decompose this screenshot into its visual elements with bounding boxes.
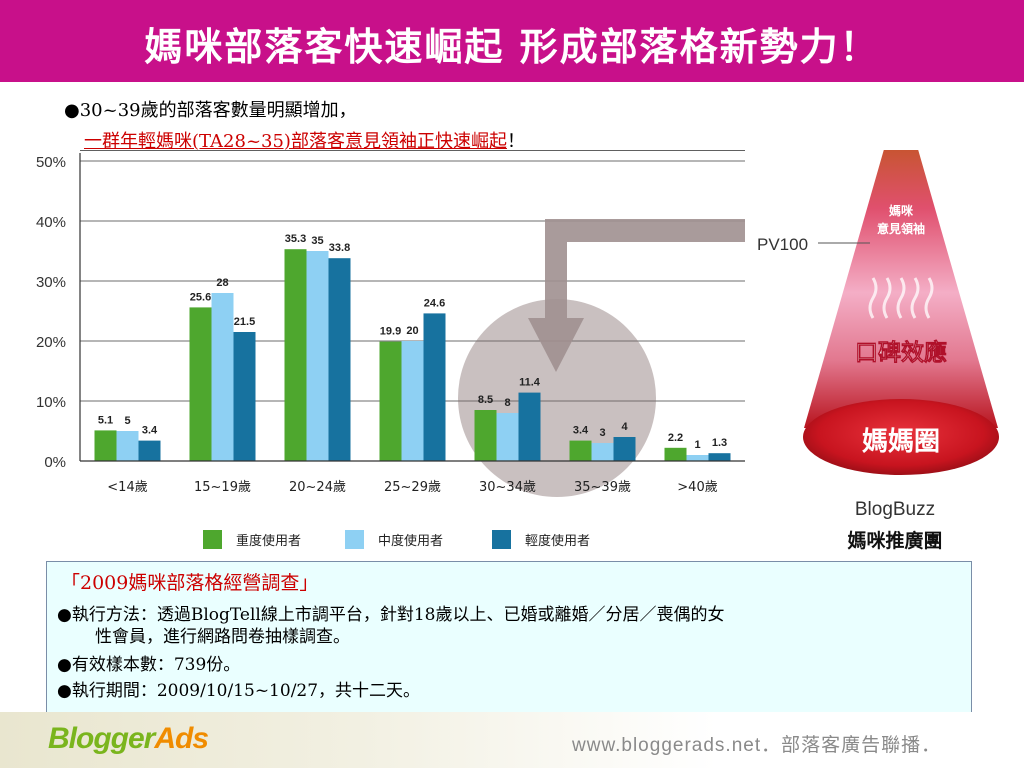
data-label: 4 — [621, 421, 628, 433]
pyramid-top-label-1: 媽咪 — [888, 203, 914, 218]
bar — [423, 313, 446, 461]
y-tick-label: 40% — [36, 214, 66, 231]
bar — [284, 249, 307, 461]
legend-swatch — [492, 530, 511, 549]
data-label: 19.9 — [380, 326, 401, 338]
chart-area: 5.1 5 3.4 25.6 28 21.5 35.3 35 33.8 19.9 20 24.6 8.5… — [36, 150, 999, 552]
legend-swatch — [345, 530, 364, 549]
bar — [591, 443, 614, 461]
bar — [328, 258, 351, 461]
title-bar: 媽咪部落客快速崛起 形成部落格新勢力！ — [0, 0, 1024, 82]
bar — [379, 341, 402, 461]
legend-swatch — [203, 530, 222, 549]
survey-info-box: 「2009媽咪部落格經營調查」 ●執行方法：透過BlogTell線上市調平台，針… — [46, 561, 972, 713]
x-tick-label: 30~34歲 — [479, 480, 536, 495]
data-label: 24.6 — [424, 297, 445, 309]
data-label: 3.4 — [142, 425, 158, 437]
data-label: 35.3 — [285, 233, 306, 245]
bar — [569, 440, 592, 461]
footer: BloggerAds www.bloggerads.net．部落客廣告聯播． — [0, 712, 1024, 768]
x-tick-label: <14歲 — [107, 480, 147, 495]
bar — [686, 455, 709, 461]
highlight-arrow — [528, 219, 745, 372]
bar — [116, 431, 139, 461]
data-label: 5 — [124, 415, 130, 427]
data-label: 2.2 — [668, 432, 683, 444]
survey-period: ●執行期間：2009/10/15~10/27，共十二天。 — [57, 681, 421, 701]
intro-highlight: 一群年輕媽咪(TA28~35)部落客意見領袖正快速崛起 — [84, 131, 507, 152]
bar — [496, 413, 519, 461]
y-tick-label: 10% — [36, 394, 66, 411]
legend-label: 中度使用者 — [378, 533, 443, 549]
survey-sample-size: ●有效樣本數：739份。 — [57, 655, 241, 675]
pyramid-caption-1: BlogBuzz — [855, 499, 935, 520]
x-tick-label: 20~24歲 — [289, 480, 346, 495]
y-tick-label: 50% — [36, 154, 66, 171]
logo-part-2: Ads — [154, 722, 209, 755]
bar — [474, 410, 497, 461]
survey-method-line-1: ●執行方法：透過BlogTell線上市調平台，針對18歲以上、已婚或離婚／分居／… — [57, 605, 725, 625]
bar — [233, 332, 256, 461]
pv-label: PV100 — [757, 235, 808, 254]
page-title: 媽咪部落客快速崛起 形成部落格新勢力！ — [144, 24, 880, 69]
data-label: 35 — [311, 235, 323, 247]
y-tick-label: 20% — [36, 334, 66, 351]
data-label: 8 — [504, 397, 510, 409]
bar — [613, 437, 636, 461]
data-label: 1 — [694, 439, 700, 451]
bar — [306, 251, 329, 461]
data-label: 3 — [599, 427, 605, 439]
x-tick-label: 35~39歲 — [574, 480, 631, 495]
logo-part-1: Blogger — [48, 722, 155, 755]
x-tick-label: >40歲 — [677, 480, 717, 495]
x-tick-label: 15~19歲 — [194, 480, 251, 495]
warmth-waves — [868, 277, 934, 319]
pyramid-bottom-label: 媽媽圈 — [862, 426, 940, 457]
bar — [518, 392, 541, 461]
data-label: 5.1 — [98, 414, 113, 426]
intro-exclamation: ！ — [506, 131, 525, 152]
y-tick-label: 30% — [36, 274, 66, 291]
intro-line-1: ●30~39歲的部落客數量明顯增加， — [64, 100, 357, 121]
y-tick-label: 0% — [44, 454, 66, 471]
bar — [138, 440, 161, 461]
bar — [211, 293, 234, 461]
data-label: 28 — [216, 277, 228, 289]
pyramid-caption-2: 媽咪推廣團 — [847, 529, 942, 552]
bloggerads-logo: BloggerAds — [48, 722, 209, 756]
footer-url: www.bloggerads.net．部落客廣告聯播． — [572, 735, 942, 756]
survey-title: 「2009媽咪部落格經營調查」 — [61, 572, 319, 594]
data-label: 8.5 — [478, 394, 493, 406]
survey-method-line-2: 性會員，進行網路問卷抽樣調查。 — [95, 627, 350, 647]
bar — [664, 447, 687, 461]
pyramid-base — [803, 399, 999, 475]
data-label: 3.4 — [573, 425, 589, 437]
data-label: 20 — [406, 325, 418, 337]
legend-label: 輕度使用者 — [525, 533, 590, 549]
data-label: 25.6 — [190, 291, 211, 303]
data-label: 11.4 — [519, 377, 541, 389]
data-label: 1.3 — [712, 437, 727, 449]
pyramid-top-label-2: 意見領袖 — [877, 221, 925, 236]
data-label: 33.8 — [329, 242, 350, 254]
pyramid-middle-label: 口碑效應 — [855, 339, 947, 366]
bar — [401, 341, 424, 461]
data-label: 21.5 — [234, 316, 255, 328]
pyramid-cone — [804, 150, 998, 428]
bar — [94, 430, 117, 461]
intro-line-2: 一群年輕媽咪(TA28~35)部落客意見領袖正快速崛起！ — [84, 127, 525, 153]
bar — [189, 307, 212, 461]
x-tick-label: 25~29歲 — [384, 480, 441, 495]
bar — [708, 453, 731, 461]
legend-label: 重度使用者 — [236, 533, 301, 549]
